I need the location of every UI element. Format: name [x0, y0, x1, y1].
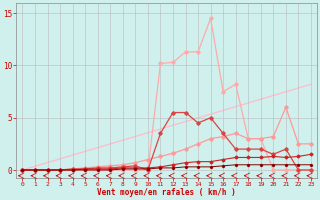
X-axis label: Vent moyen/en rafales ( km/h ): Vent moyen/en rafales ( km/h ) — [97, 188, 236, 197]
